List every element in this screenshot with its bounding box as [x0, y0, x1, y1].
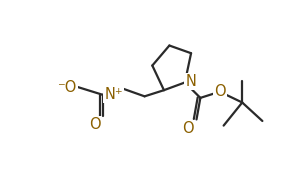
Text: O: O: [214, 84, 225, 99]
Text: ⁻O: ⁻O: [57, 80, 76, 95]
Text: O: O: [182, 121, 194, 136]
Text: N⁺: N⁺: [104, 87, 123, 102]
Text: N: N: [186, 74, 197, 89]
Text: O: O: [89, 117, 101, 132]
